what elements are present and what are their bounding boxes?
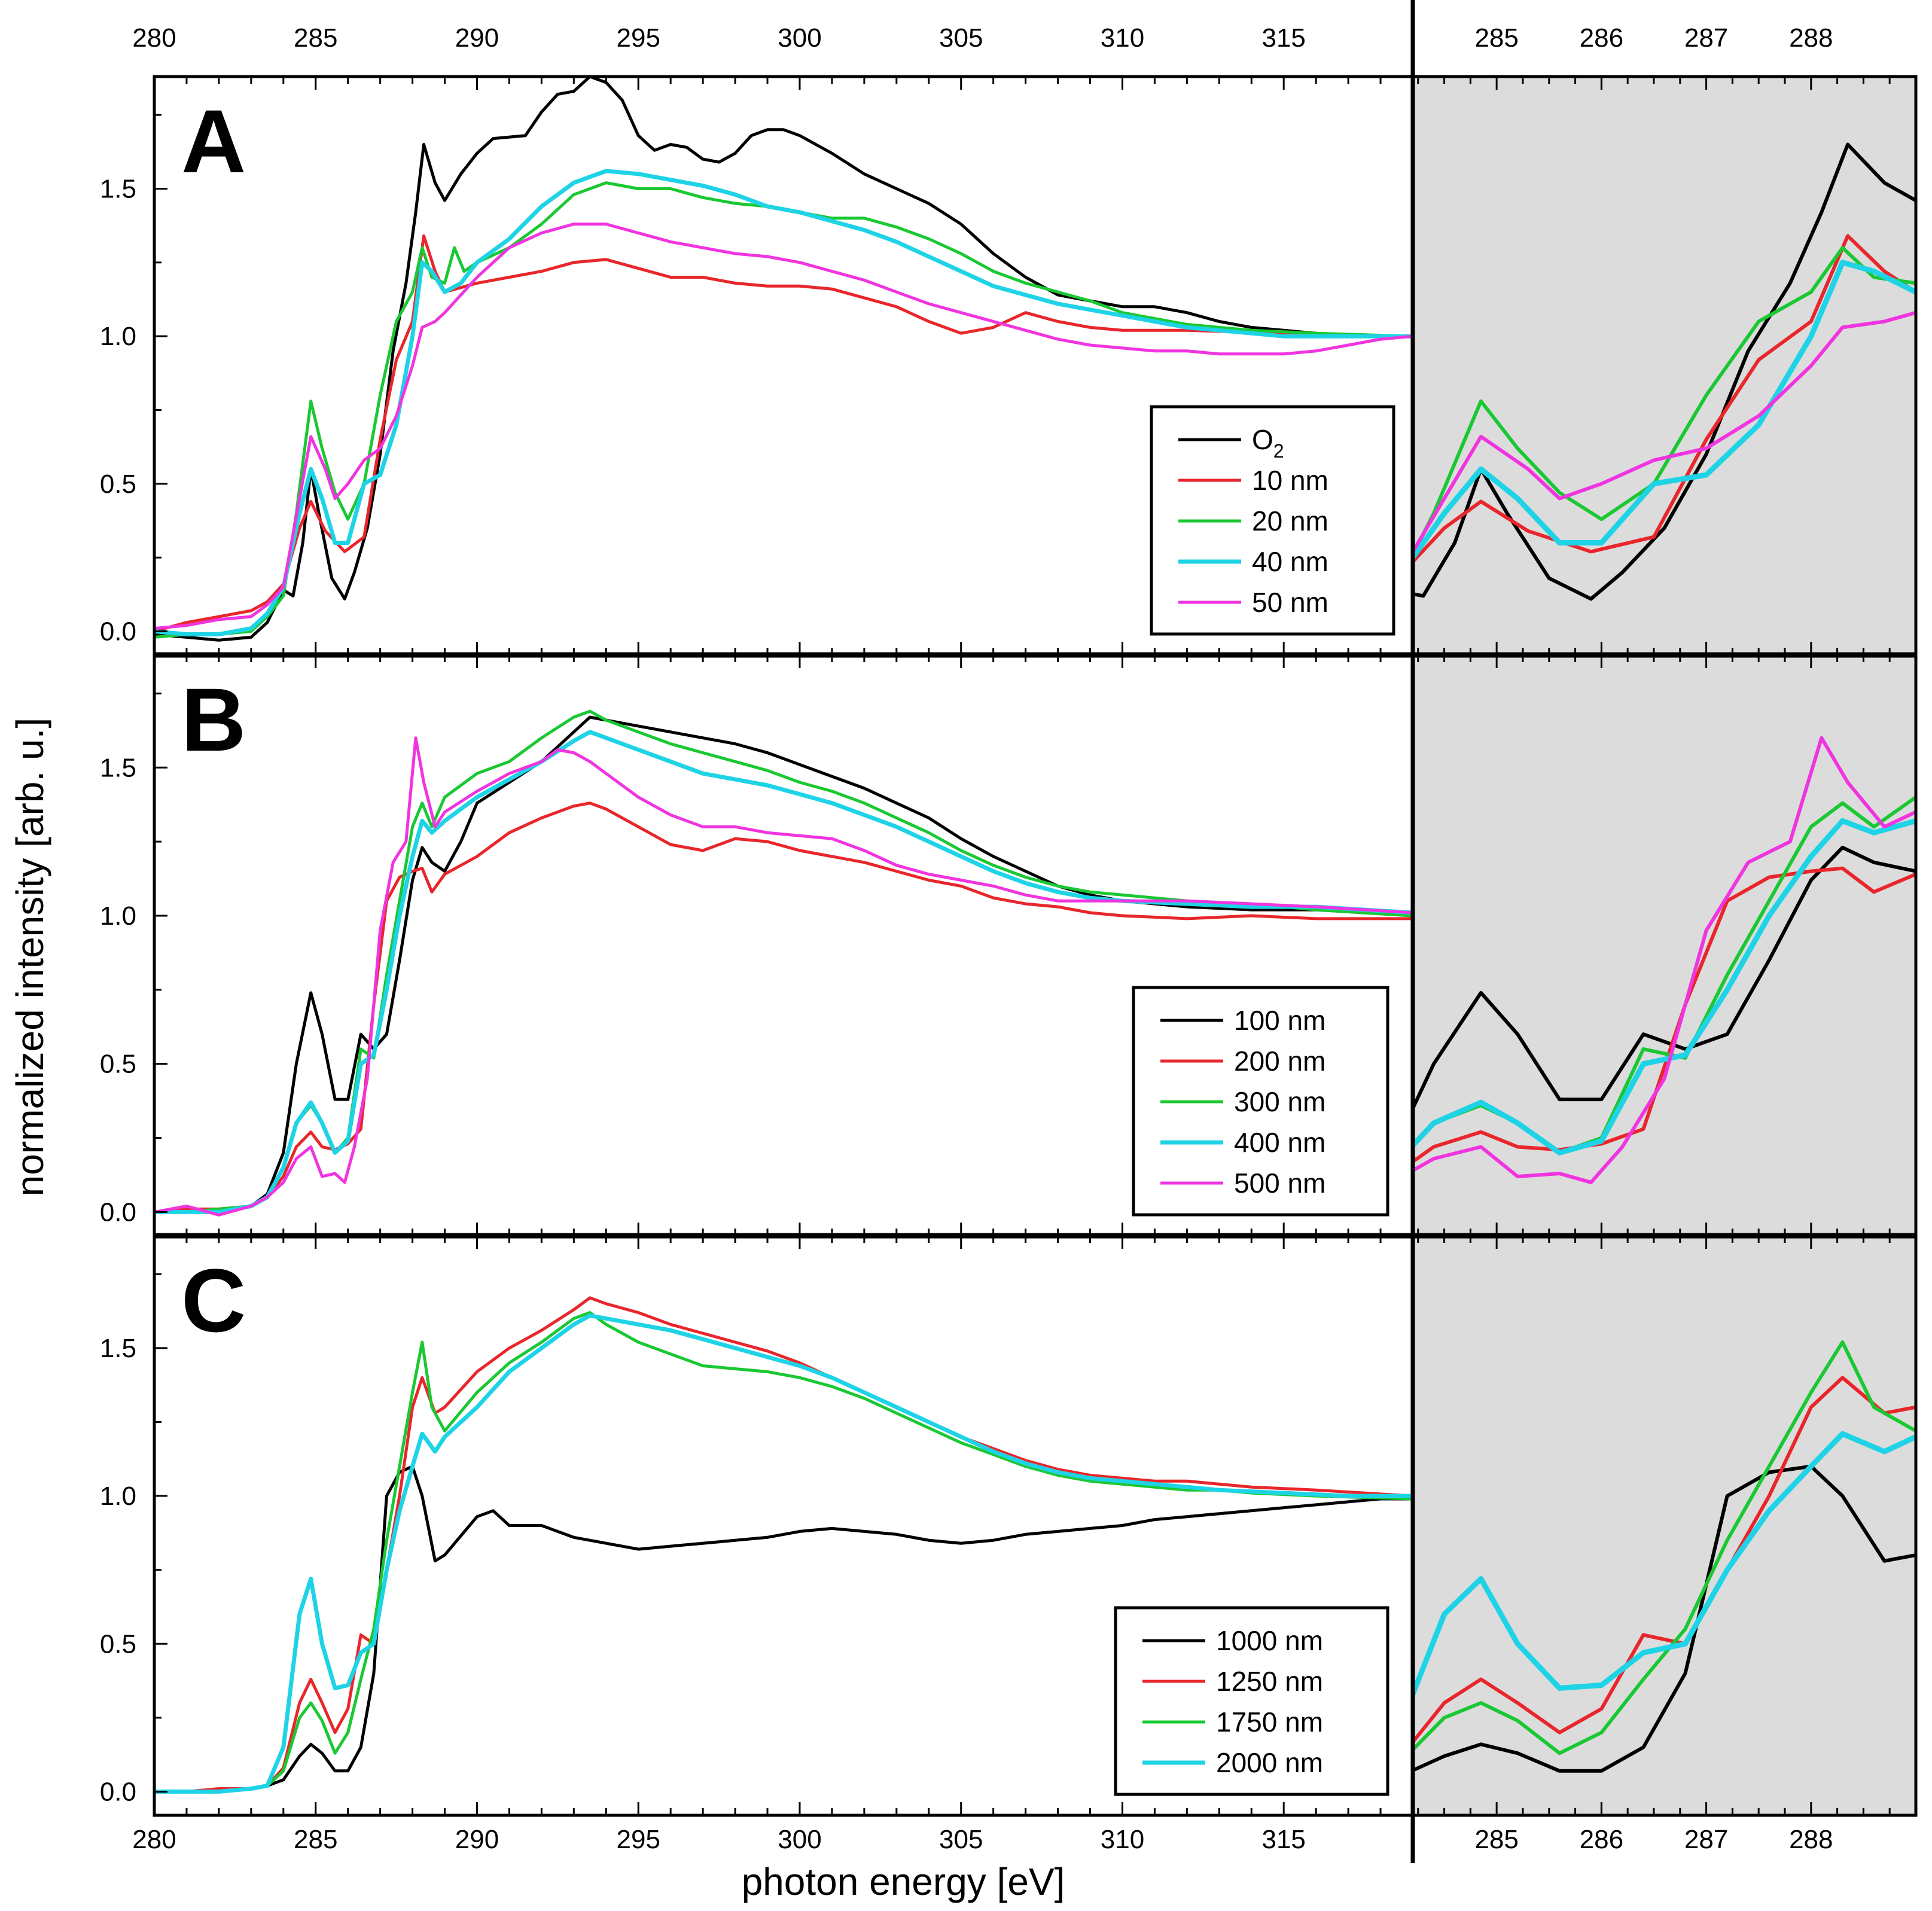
top-x-tick-label: 295 (617, 23, 660, 53)
y-axis-title: normalized intensity [arb. u.] (8, 718, 51, 1196)
legend-box (1114, 1606, 1389, 1796)
y-tick-label: 0.5 (100, 1050, 136, 1079)
bottom-x-tick-label: 315 (1261, 1825, 1305, 1854)
x-axis-title: photon energy [eV] (742, 1860, 1065, 1903)
series-line-2000-nm (1413, 1431, 1916, 1702)
series-line-40-nm (1413, 260, 1916, 563)
y-tick-label: 0.5 (100, 1629, 136, 1659)
series-line-1750-nm (154, 1311, 1413, 1793)
y-tick-label: 1.5 (100, 753, 136, 782)
panel-letter: B (181, 669, 246, 770)
series-line-500-nm (154, 736, 1413, 1217)
panel-B: 0.0 0.5 1.0 1.5 B 100 nm 200 nm 300 nm 400 nm 500… (100, 655, 1414, 1236)
zoom-top-x-tick-label: 286 (1580, 23, 1623, 53)
zoom-panel-A (1413, 77, 1917, 655)
y-tick-label: 0.0 (100, 1777, 136, 1806)
series-line-1000-nm (1413, 1464, 1916, 1773)
y-tick-label: 1.0 (100, 1482, 136, 1511)
legend-label: 10 nm (1252, 465, 1328, 496)
bottom-x-tick-label: 310 (1101, 1825, 1144, 1854)
legend-label-subscript: 2 (1273, 440, 1284, 462)
y-tick-label: 1.0 (100, 901, 136, 931)
legend-label: 400 nm (1234, 1127, 1325, 1158)
bottom-x-tick-label: 290 (455, 1825, 499, 1854)
bottom-x-tick-label: 305 (939, 1825, 983, 1854)
top-x-tick-label: 290 (455, 23, 499, 53)
bottom-x-tick-label: 280 (132, 1825, 176, 1854)
top-x-tick-label: 280 (132, 23, 176, 53)
bottom-x-tick-label: 300 (778, 1825, 821, 1854)
series-line-100-nm (1413, 846, 1916, 1113)
zoom-bottom-x-tick-label: 287 (1684, 1825, 1728, 1854)
legend-label: 500 nm (1234, 1168, 1325, 1199)
series-line-20-nm (154, 181, 1413, 639)
zoom-panel-C (1413, 1236, 1917, 1815)
series-line-200-nm (1413, 866, 1916, 1164)
bottom-x-tick-label: 285 (294, 1825, 337, 1854)
y-tick-label: 1.0 (100, 322, 136, 351)
top-x-tick-label: 305 (939, 23, 983, 53)
series-line-500-nm (1413, 736, 1916, 1184)
series-line-400-nm (1413, 818, 1916, 1156)
legend-label: 20 nm (1252, 505, 1328, 537)
legend-label: 1250 nm (1216, 1666, 1323, 1697)
series-line-50-nm (154, 223, 1413, 630)
series-line-o2 (1413, 142, 1916, 601)
zoom-bottom-x-tick-label: 286 (1580, 1825, 1623, 1854)
series-line-50-nm (1413, 310, 1916, 556)
series-line-1250-nm (1413, 1376, 1916, 1745)
top-x-tick-label: 300 (778, 23, 821, 53)
zoom-panel-B (1413, 655, 1917, 1236)
zoom-top-x-tick-label: 285 (1474, 23, 1518, 53)
y-tick-label: 1.5 (100, 1334, 136, 1363)
legend-label: 50 nm (1252, 587, 1328, 618)
series-line-20-nm (1413, 246, 1916, 559)
legend-label: 1750 nm (1216, 1706, 1323, 1738)
zoom-bottom-x-tick-label: 288 (1789, 1825, 1833, 1854)
legend: 1000 nm 1250 nm 1750 nm 2000 nm (1114, 1606, 1389, 1796)
zoom-top-x-tick-label: 288 (1789, 23, 1833, 53)
zoom-background (1413, 1236, 1916, 1815)
zoom-background (1413, 655, 1916, 1236)
zoom-bottom-x-tick-label: 285 (1474, 1825, 1518, 1854)
zoom-top-x-tick-label: 287 (1684, 23, 1728, 53)
panel-C: 0.0 0.5 1.0 1.5 C 1000 nm 1250 nm 1750 nm 2000 n… (100, 1236, 1414, 1815)
y-tick-label: 0.5 (100, 470, 136, 499)
top-x-tick-label: 315 (1261, 23, 1305, 53)
top-x-tick-label: 310 (1101, 23, 1144, 53)
series-line-100-nm (154, 715, 1413, 1214)
series-line-1250-nm (154, 1296, 1413, 1793)
series-line-400-nm (154, 730, 1413, 1214)
series-line-1000-nm (154, 1465, 1413, 1793)
panel-letter: C (181, 1250, 246, 1351)
legend-label: 2000 nm (1216, 1747, 1323, 1778)
series-line-200-nm (154, 801, 1413, 1214)
bottom-x-tick-label: 295 (617, 1825, 660, 1854)
y-tick-label: 0.0 (100, 617, 136, 647)
legend: 100 nm 200 nm 300 nm 400 nm 500 nm (1132, 986, 1389, 1217)
series-line-10-nm (1413, 234, 1916, 565)
panel-letter: A (181, 91, 246, 191)
series-line-o2 (154, 77, 1413, 642)
y-tick-label: 1.5 (100, 174, 136, 203)
zoom-background (1413, 77, 1916, 655)
frames (153, 0, 1918, 1863)
series-line-1750-nm (1413, 1340, 1916, 1755)
legend-label: 200 nm (1234, 1046, 1325, 1077)
series-line-10-nm (154, 234, 1413, 633)
legend-label: 1000 nm (1216, 1625, 1323, 1656)
legend-label: 300 nm (1234, 1086, 1325, 1117)
series-line-2000-nm (154, 1313, 1413, 1794)
top-x-tick-label: 285 (294, 23, 337, 53)
y-tick-label: 0.0 (100, 1197, 136, 1227)
legend-label: 100 nm (1234, 1005, 1325, 1036)
outer-frame (153, 75, 1918, 1817)
legend-label: 40 nm (1252, 546, 1328, 577)
series-line-40-nm (154, 169, 1413, 636)
